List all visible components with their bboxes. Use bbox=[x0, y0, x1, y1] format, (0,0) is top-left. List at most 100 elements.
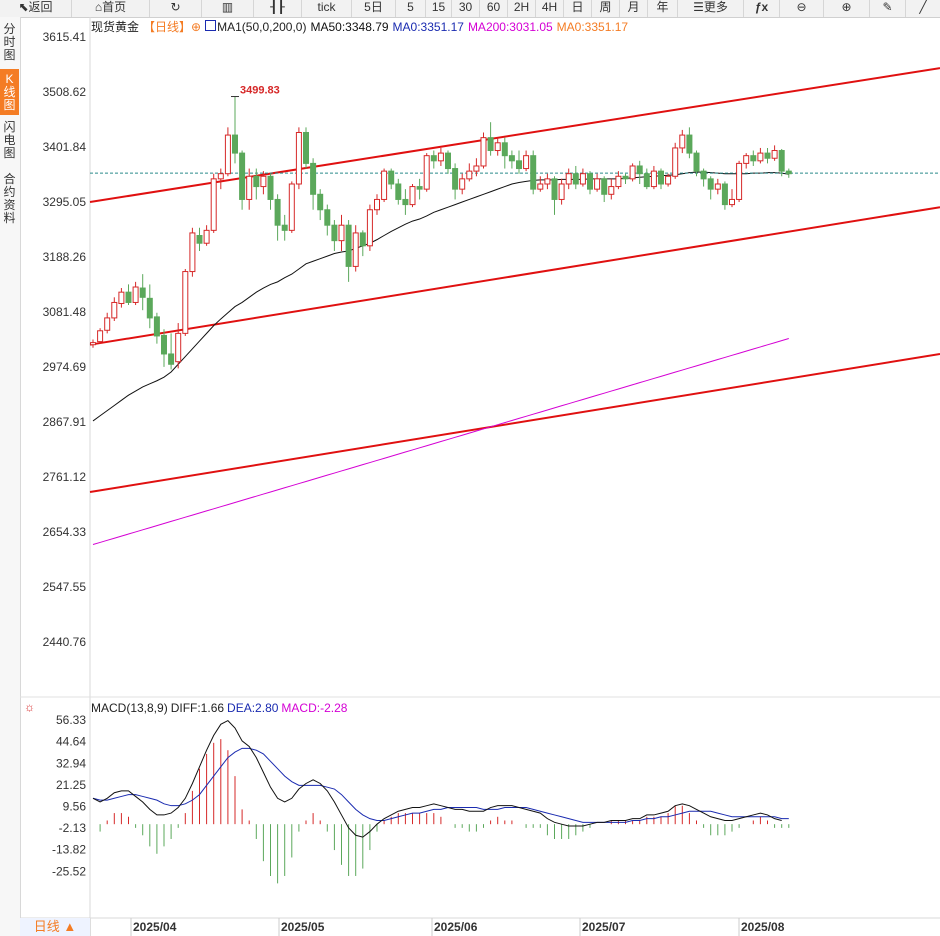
candle-body bbox=[523, 155, 530, 170]
candle-body bbox=[388, 170, 395, 185]
candle-body bbox=[516, 160, 522, 170]
candle-body bbox=[295, 131, 302, 185]
ma50-value: MA50:3348.79 bbox=[310, 20, 389, 34]
draw-button[interactable]: ✎ bbox=[870, 0, 906, 17]
candle-body bbox=[693, 152, 700, 172]
candle-body bbox=[437, 152, 444, 162]
macd-tick-label: 9.56 bbox=[63, 800, 87, 814]
candle-body bbox=[104, 317, 111, 331]
price-tick-label: 3401.84 bbox=[43, 140, 87, 154]
candle-body bbox=[743, 155, 750, 164]
indicator-button[interactable]: ┨┠ bbox=[254, 0, 302, 17]
candle-body bbox=[473, 165, 480, 172]
candle-body bbox=[210, 178, 217, 231]
period-tab[interactable]: 日线 ▲ bbox=[20, 918, 91, 936]
candle-body bbox=[601, 178, 608, 195]
candle-body bbox=[253, 175, 260, 188]
candle-body bbox=[665, 175, 672, 185]
period-15[interactable]: 15 bbox=[426, 0, 452, 17]
period-2h[interactable]: 2H bbox=[508, 0, 536, 17]
period-5d[interactable]: 5日 bbox=[352, 0, 396, 17]
candle-body bbox=[594, 178, 601, 190]
sidebar: 分时图 K线图 闪电图 合约资料 bbox=[0, 17, 21, 936]
candle-body bbox=[679, 134, 686, 149]
fullscreen-button[interactable]: ╱ bbox=[906, 0, 940, 17]
x-tick-label: 2025/06 bbox=[434, 920, 478, 934]
candle-body bbox=[423, 155, 430, 190]
price-tick-label: 2974.69 bbox=[43, 360, 87, 374]
period-4h[interactable]: 4H bbox=[536, 0, 564, 17]
period-week[interactable]: 周 bbox=[592, 0, 620, 17]
price-tick-label: 3081.48 bbox=[43, 305, 87, 319]
candle-body bbox=[579, 173, 586, 185]
candle-body bbox=[331, 224, 338, 242]
candle-body bbox=[125, 291, 132, 303]
candle-body bbox=[736, 162, 743, 200]
candle-body bbox=[587, 173, 593, 190]
candle-body bbox=[551, 178, 558, 200]
candle-body bbox=[196, 235, 203, 244]
candle-body bbox=[707, 178, 714, 190]
back-button[interactable]: ⬉返回 bbox=[0, 0, 72, 17]
candle-body bbox=[168, 353, 175, 365]
period-tick[interactable]: tick bbox=[302, 0, 352, 17]
period-60[interactable]: 60 bbox=[480, 0, 508, 17]
sidebar-tab-timeshare[interactable]: 分时图 bbox=[3, 22, 16, 62]
candle-body bbox=[246, 175, 253, 200]
formula-button[interactable]: ƒx bbox=[744, 0, 780, 17]
candle-body bbox=[232, 134, 238, 154]
pencil-icon: ✎ bbox=[882, 0, 893, 14]
more-button[interactable]: ☰更多 bbox=[678, 0, 744, 17]
price-tick-label: 2547.55 bbox=[43, 580, 87, 594]
high-annotation: 3499.83 bbox=[240, 85, 280, 97]
candle-body bbox=[352, 232, 359, 267]
candle-style-button[interactable]: ▥ bbox=[202, 0, 254, 17]
sidebar-tab-flash[interactable]: 闪电图 bbox=[3, 120, 16, 160]
x-tick-label: 2025/05 bbox=[281, 920, 325, 934]
candle-body bbox=[359, 232, 366, 247]
candle-body bbox=[132, 286, 139, 303]
candle-body bbox=[700, 170, 707, 180]
zoom-in-button[interactable]: ⊕ bbox=[824, 0, 870, 17]
period-5[interactable]: 5 bbox=[396, 0, 426, 17]
candle-body bbox=[402, 198, 409, 206]
period-30[interactable]: 30 bbox=[452, 0, 480, 17]
candle-body bbox=[274, 198, 281, 226]
refresh-button[interactable]: ↻ bbox=[150, 0, 202, 17]
ma50-line bbox=[92, 171, 789, 422]
toolbar: ⬉返回 ⌂首页 ↻ ▥ ┨┠ tick 5日 5 15 30 60 2H 4H … bbox=[0, 0, 940, 18]
macd-tick-label: -13.82 bbox=[52, 843, 86, 857]
candle-body bbox=[629, 165, 636, 180]
candle-body bbox=[487, 137, 494, 152]
period-month[interactable]: 月 bbox=[620, 0, 648, 17]
price-tick-label: 2440.76 bbox=[43, 635, 87, 649]
candle-body bbox=[686, 134, 693, 154]
zoom-out-button[interactable]: ⊖ bbox=[780, 0, 824, 17]
period-year[interactable]: 年 bbox=[648, 0, 678, 17]
candle-body bbox=[764, 152, 771, 159]
candle-body bbox=[430, 155, 437, 162]
home-button[interactable]: ⌂首页 bbox=[72, 0, 150, 17]
trend-line bbox=[89, 67, 940, 204]
settings-icon[interactable]: ☼ bbox=[24, 700, 35, 714]
candle-body bbox=[658, 170, 664, 185]
candle-body bbox=[445, 152, 451, 170]
ma0-value-a: MA0:3351.17 bbox=[392, 20, 464, 34]
diagonal-icon: ╱ bbox=[919, 0, 927, 14]
period-day[interactable]: 日 bbox=[564, 0, 592, 17]
add-icon[interactable]: ⊕ bbox=[191, 20, 202, 34]
candle-body bbox=[565, 173, 572, 185]
price-tick-label: 2654.33 bbox=[43, 525, 87, 539]
candle-body bbox=[757, 152, 764, 162]
candle-body bbox=[409, 186, 416, 206]
candle-body bbox=[345, 224, 352, 267]
candle-body bbox=[608, 186, 615, 195]
sidebar-tab-kline[interactable]: K线图 bbox=[0, 69, 19, 115]
candle-body bbox=[366, 209, 373, 247]
candle-body bbox=[672, 147, 679, 177]
x-tick-label: 2025/08 bbox=[741, 920, 785, 934]
sidebar-tab-contract[interactable]: 合约资料 bbox=[3, 172, 16, 225]
ma-settings-icon[interactable] bbox=[205, 20, 217, 31]
candle-body bbox=[636, 165, 643, 175]
